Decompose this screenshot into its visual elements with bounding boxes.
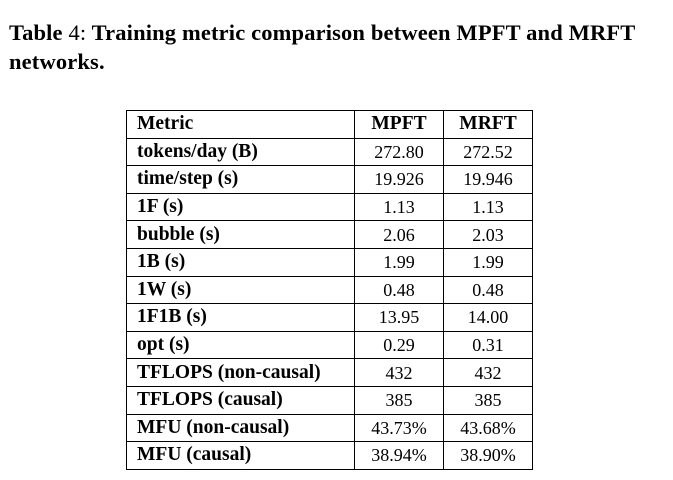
mrft-value: 432 <box>443 358 533 387</box>
metric-label: 1B (s) <box>126 247 355 277</box>
mpft-value: 13.95 <box>354 303 444 332</box>
table-row: tokens/day (B) 272.80 272.52 <box>126 137 533 167</box>
mpft-value: 0.29 <box>354 330 444 360</box>
mpft-value: 0.48 <box>354 275 444 305</box>
mpft-value: 1.13 <box>354 192 444 222</box>
metric-label: 1F (s) <box>126 192 355 222</box>
metric-label: 1F1B (s) <box>126 303 355 332</box>
table-row: MFU (non-causal) 43.73% 43.68% <box>126 413 533 443</box>
mrft-value: 272.52 <box>443 137 533 167</box>
table-row: TFLOPS (causal) 385 385 <box>126 385 533 415</box>
caption-text: Training metric comparison between MPFT … <box>9 20 636 74</box>
metric-label: opt (s) <box>126 330 355 360</box>
table-caption: Table 4: Training metric comparison betw… <box>9 18 664 76</box>
caption-prefix: Table <box>9 20 69 45</box>
table-row: 1W (s) 0.48 0.48 <box>126 275 533 305</box>
mpft-value: 1.99 <box>354 247 444 277</box>
table-header-row: Metric MPFT MRFT <box>126 110 533 139</box>
metric-label: tokens/day (B) <box>126 137 355 167</box>
table-row: TFLOPS (non-causal) 432 432 <box>126 358 533 387</box>
table-row: 1F1B (s) 13.95 14.00 <box>126 303 533 332</box>
mrft-value: 43.68% <box>443 413 533 443</box>
mrft-value: 14.00 <box>443 303 533 332</box>
table-row: 1B (s) 1.99 1.99 <box>126 247 533 277</box>
metric-label: bubble (s) <box>126 220 355 249</box>
caption-number: 4: <box>68 20 87 45</box>
metric-label: MFU (causal) <box>126 441 355 470</box>
column-header-mpft: MPFT <box>354 110 444 139</box>
mpft-value: 2.06 <box>354 220 444 249</box>
metric-label: 1W (s) <box>126 275 355 305</box>
mrft-value: 0.31 <box>443 330 533 360</box>
mrft-value: 1.13 <box>443 192 533 222</box>
mpft-value: 272.80 <box>354 137 444 167</box>
column-header-metric: Metric <box>126 110 355 139</box>
mrft-value: 1.99 <box>443 247 533 277</box>
mrft-value: 385 <box>443 385 533 415</box>
metric-label: MFU (non-causal) <box>126 413 355 443</box>
mrft-value: 2.03 <box>443 220 533 249</box>
metric-label: TFLOPS (causal) <box>126 385 355 415</box>
table-row: opt (s) 0.29 0.31 <box>126 330 533 360</box>
table-row: bubble (s) 2.06 2.03 <box>126 220 533 249</box>
mrft-value: 38.90% <box>443 441 533 470</box>
table-row: MFU (causal) 38.94% 38.90% <box>126 441 533 470</box>
mpft-value: 38.94% <box>354 441 444 470</box>
mrft-value: 19.946 <box>443 165 533 194</box>
mpft-value: 432 <box>354 358 444 387</box>
metric-label: TFLOPS (non-causal) <box>126 358 355 387</box>
mpft-value: 19.926 <box>354 165 444 194</box>
table-row: 1F (s) 1.13 1.13 <box>126 192 533 222</box>
mpft-value: 43.73% <box>354 413 444 443</box>
mrft-value: 0.48 <box>443 275 533 305</box>
metric-label: time/step (s) <box>126 165 355 194</box>
mpft-value: 385 <box>354 385 444 415</box>
table-row: time/step (s) 19.926 19.946 <box>126 165 533 194</box>
metrics-table: Metric MPFT MRFT tokens/day (B) 272.80 2… <box>126 110 533 470</box>
column-header-mrft: MRFT <box>443 110 533 139</box>
